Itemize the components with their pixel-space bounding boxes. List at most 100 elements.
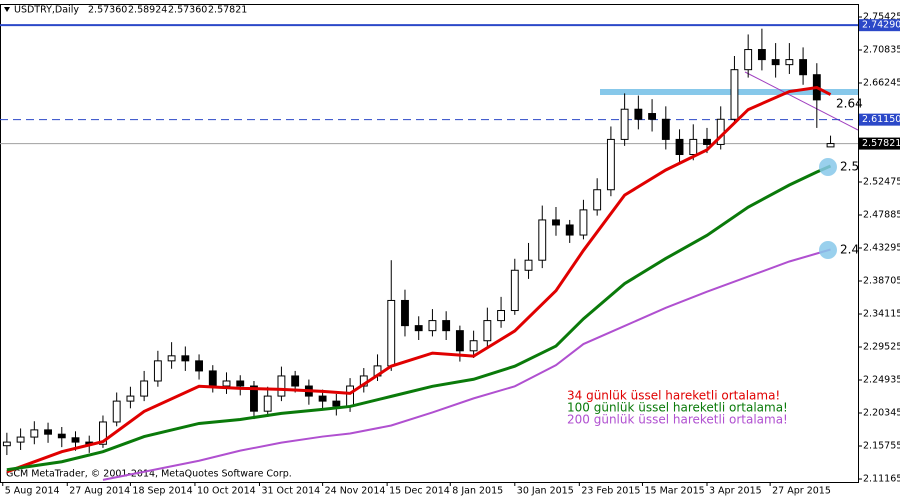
x-tick-label: 8 Jan 2015 xyxy=(452,486,503,497)
x-tick-label: 15 Mar 2015 xyxy=(644,486,704,497)
y-tick-label: 2.20345 xyxy=(863,408,900,419)
trend-line xyxy=(744,71,859,131)
candle-body xyxy=(497,310,506,322)
legend-entry: 34 günlük üssel hareketli ortalama! xyxy=(567,389,780,403)
y-tick-label: 2.29525 xyxy=(863,342,900,353)
candle-body xyxy=(414,325,423,332)
y-tick-label: 2.66245 xyxy=(863,78,900,89)
candle-body xyxy=(538,219,547,261)
marker-circle xyxy=(819,241,837,259)
candle-body xyxy=(167,355,176,362)
candle-body xyxy=(483,320,492,342)
y-tick-label: 2.43295 xyxy=(863,243,900,254)
plot-frame xyxy=(0,4,859,483)
annotation: 2.64 xyxy=(836,97,863,111)
y-tick-label: 2.75425 xyxy=(863,12,900,23)
candle-body xyxy=(222,380,231,387)
x-tick-label: 18 Sep 2014 xyxy=(132,486,192,497)
x-tick-label: 31 Oct 2014 xyxy=(261,486,320,497)
candle-body xyxy=(277,375,286,397)
y-tick-label: 2.52475 xyxy=(863,177,900,188)
candle-body xyxy=(332,400,341,407)
annotation: 2.4 xyxy=(840,243,859,257)
chart-title: USDTRY,Daily xyxy=(14,5,79,16)
y-tick-label: 2.24935 xyxy=(863,375,900,386)
candle-body xyxy=(620,108,629,140)
x-tick-label: 10 Oct 2014 xyxy=(197,486,256,497)
candle-body xyxy=(648,113,657,120)
candle-body xyxy=(771,59,780,66)
candle-body xyxy=(44,429,52,435)
header-value: 2.58924 xyxy=(128,5,167,16)
candle-body xyxy=(744,49,753,71)
candle-body xyxy=(153,360,162,382)
candle-body xyxy=(730,69,739,120)
candle-body xyxy=(661,118,670,140)
x-tick-label: 5 Aug 2014 xyxy=(5,486,60,497)
header-value: 2.57360 xyxy=(168,5,207,16)
legend-entry: 100 günlük üssel hareketli ortalama! xyxy=(567,401,788,415)
legend-entry: 200 günlük üssel hareketli ortalama! xyxy=(567,413,788,427)
candle-body xyxy=(593,189,602,211)
menu-arrow[interactable] xyxy=(4,7,10,12)
x-tick-label: 24 Nov 2014 xyxy=(325,486,386,497)
x-tick-label: 27 Apr 2015 xyxy=(772,486,831,497)
candle-body xyxy=(565,224,574,236)
candle-body xyxy=(510,269,519,312)
candle-body xyxy=(250,385,258,412)
marker-circle xyxy=(819,158,837,176)
price-level-label: 2.74290 xyxy=(862,20,900,31)
copyright: GCM MetaTrader, © 2001-2014, MetaQuotes … xyxy=(6,469,292,480)
x-tick-label: 23 Feb 2015 xyxy=(581,486,640,497)
header-value: 2.57360 xyxy=(88,5,127,16)
x-tick-label: 27 Aug 2014 xyxy=(69,486,130,497)
y-tick-label: 2.34115 xyxy=(863,309,900,320)
candle-body xyxy=(703,138,711,145)
candle-body xyxy=(57,433,66,439)
price-level-tag xyxy=(859,19,900,32)
candle-body xyxy=(181,355,190,362)
candle-body xyxy=(675,138,684,156)
candle-body xyxy=(606,138,615,191)
candle-body xyxy=(208,370,217,387)
x-tick-label: 3 Apr 2015 xyxy=(709,486,762,497)
candle-body xyxy=(524,259,533,271)
candle-body xyxy=(455,330,464,352)
candle-body xyxy=(552,219,560,226)
x-tick-label: 15 Dec 2014 xyxy=(389,486,450,497)
candle-body xyxy=(579,209,588,236)
candle-body xyxy=(689,138,698,156)
candle-body xyxy=(428,320,437,332)
moving-average xyxy=(6,85,832,474)
moving-average xyxy=(102,248,831,481)
candle-body xyxy=(401,299,409,327)
y-tick-label: 2.15755 xyxy=(863,441,900,452)
candle-body xyxy=(140,380,149,397)
y-tick-label: 2.11165 xyxy=(863,474,900,485)
candle-body xyxy=(2,441,11,447)
y-tick-label: 2.70835 xyxy=(863,45,900,56)
candle-body xyxy=(442,320,451,332)
candle-body xyxy=(291,375,300,387)
price-level-label: 2.57821 xyxy=(862,138,900,149)
candle-body xyxy=(263,395,272,412)
candle-body xyxy=(30,429,39,438)
price-level-tag xyxy=(859,113,900,126)
price-level-tag xyxy=(859,137,900,150)
x-tick-label: 30 Jan 2015 xyxy=(517,486,574,497)
candle-body xyxy=(112,400,121,423)
annotation-bg xyxy=(834,96,858,110)
annotation: 2.5 xyxy=(840,160,859,174)
y-tick-label: 2.38705 xyxy=(863,276,900,287)
candle-body xyxy=(346,385,354,407)
candle-body xyxy=(757,49,766,61)
header-value: 2.57821 xyxy=(208,5,247,16)
candle-body xyxy=(799,59,808,76)
price-level-label: 2.61150 xyxy=(862,114,900,125)
candle-body xyxy=(318,395,327,402)
candle-body xyxy=(634,108,643,120)
candle-body xyxy=(126,395,135,402)
candle-body xyxy=(785,59,794,66)
candle-body xyxy=(195,360,203,372)
